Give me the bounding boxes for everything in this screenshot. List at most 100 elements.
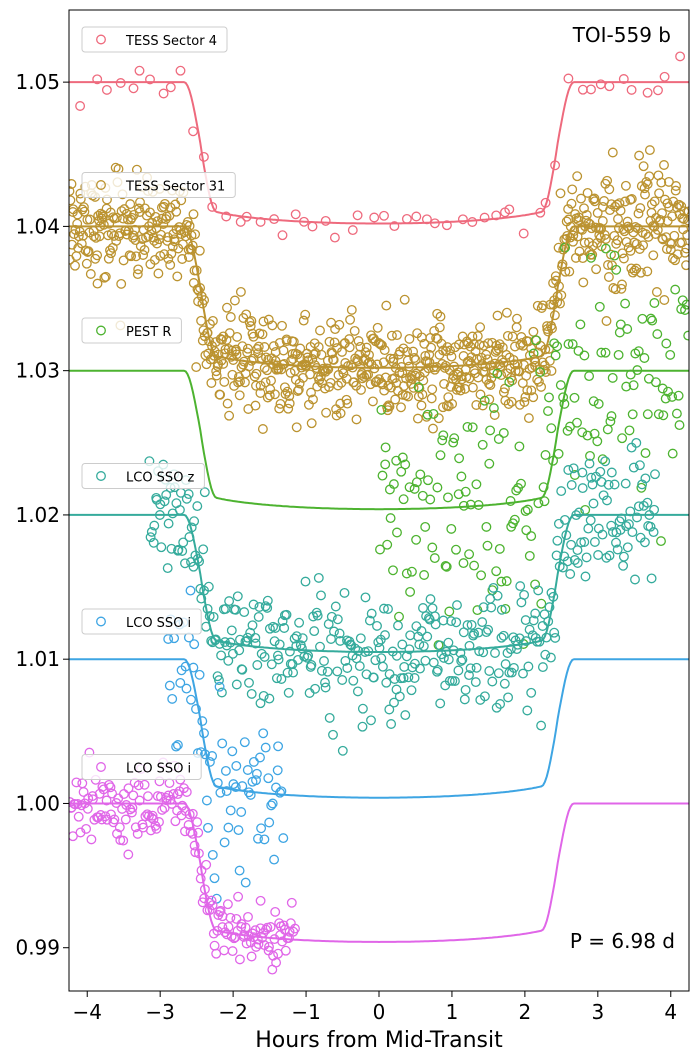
data-point bbox=[360, 592, 371, 603]
data-point bbox=[565, 569, 576, 579]
data-point bbox=[246, 688, 257, 699]
data-point bbox=[310, 683, 321, 694]
data-point bbox=[511, 485, 522, 496]
data-point bbox=[163, 253, 174, 264]
data-point bbox=[354, 661, 365, 672]
model-line-2 bbox=[69, 369, 689, 511]
data-point bbox=[290, 209, 301, 220]
y-tick-label: 1.03 bbox=[15, 359, 60, 383]
data-point bbox=[476, 570, 487, 581]
data-point bbox=[166, 248, 177, 259]
data-point bbox=[606, 467, 617, 478]
data-point bbox=[626, 194, 637, 204]
data-point bbox=[604, 205, 615, 216]
data-point bbox=[217, 738, 228, 749]
data-point bbox=[683, 330, 689, 341]
data-point bbox=[171, 741, 182, 752]
data-point bbox=[672, 249, 683, 260]
data-point bbox=[95, 208, 106, 219]
data-point bbox=[225, 312, 236, 322]
data-point bbox=[563, 339, 574, 350]
data-point bbox=[577, 467, 588, 478]
data-point bbox=[578, 277, 589, 288]
data-point bbox=[199, 487, 210, 498]
data-point bbox=[300, 576, 311, 587]
data-point bbox=[397, 452, 408, 463]
data-point bbox=[276, 674, 287, 684]
data-point bbox=[568, 463, 579, 474]
data-point bbox=[510, 366, 521, 376]
data-point bbox=[203, 348, 214, 359]
data-point bbox=[650, 377, 661, 388]
data-point bbox=[165, 82, 176, 93]
data-point bbox=[368, 672, 379, 683]
data-point bbox=[253, 611, 264, 622]
data-point bbox=[116, 278, 127, 289]
data-point bbox=[167, 241, 178, 252]
data-point bbox=[78, 787, 89, 797]
data-point bbox=[602, 424, 613, 435]
data-point bbox=[428, 423, 438, 434]
data-point bbox=[226, 931, 237, 942]
data-point bbox=[72, 209, 83, 220]
data-point bbox=[508, 662, 519, 673]
data-point bbox=[284, 646, 295, 657]
data-point bbox=[567, 339, 578, 350]
data-point bbox=[382, 539, 393, 550]
data-point bbox=[654, 188, 665, 199]
data-point bbox=[586, 252, 597, 263]
data-point bbox=[634, 150, 645, 161]
data-point bbox=[646, 207, 657, 218]
data-point bbox=[443, 654, 454, 665]
data-point bbox=[630, 574, 640, 585]
data-point bbox=[204, 756, 215, 767]
data-point bbox=[428, 408, 439, 419]
data-point bbox=[172, 789, 183, 800]
data-point bbox=[552, 535, 563, 546]
data-point bbox=[593, 398, 604, 409]
data-point bbox=[593, 550, 604, 560]
data-point bbox=[642, 266, 653, 277]
data-point bbox=[126, 212, 137, 223]
data-point bbox=[247, 620, 258, 631]
data-point bbox=[95, 810, 106, 820]
data-point bbox=[277, 230, 288, 241]
data-point bbox=[222, 899, 233, 910]
data-point bbox=[441, 561, 452, 572]
data-point bbox=[161, 489, 172, 500]
data-point bbox=[667, 211, 678, 222]
data-point bbox=[638, 161, 649, 172]
data-point bbox=[615, 205, 626, 216]
data-point bbox=[401, 213, 412, 224]
data-point bbox=[260, 601, 271, 612]
data-point bbox=[669, 230, 680, 241]
data-point bbox=[204, 611, 215, 622]
data-point bbox=[388, 479, 399, 490]
data-point bbox=[607, 147, 618, 158]
data-point bbox=[266, 800, 277, 811]
data-point bbox=[309, 349, 319, 360]
data-point bbox=[223, 822, 234, 833]
data-point bbox=[427, 384, 438, 395]
data-point bbox=[477, 439, 488, 450]
data-point bbox=[604, 81, 615, 92]
legend-marker bbox=[96, 762, 106, 772]
data-point bbox=[466, 619, 477, 630]
data-point bbox=[181, 683, 192, 694]
data-point bbox=[522, 504, 533, 515]
data-point bbox=[544, 355, 555, 366]
data-point bbox=[139, 245, 150, 255]
data-point bbox=[411, 211, 422, 222]
data-point bbox=[548, 278, 559, 288]
data-point bbox=[243, 911, 253, 922]
legend-frame bbox=[81, 26, 228, 53]
data-point bbox=[597, 216, 608, 226]
data-point bbox=[101, 84, 112, 95]
data-point bbox=[364, 349, 374, 360]
data-point bbox=[203, 581, 214, 592]
data-point bbox=[162, 563, 173, 574]
data-point bbox=[472, 331, 483, 342]
data-point bbox=[234, 390, 245, 401]
data-point bbox=[442, 342, 453, 353]
data-point bbox=[491, 345, 502, 356]
